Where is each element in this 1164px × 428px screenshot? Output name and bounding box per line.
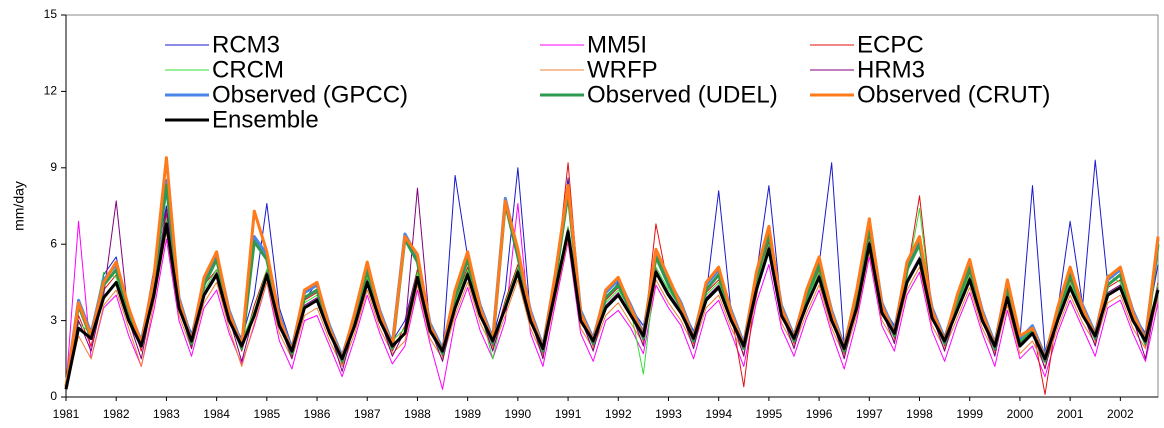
y-tick-label: 3 [50, 313, 57, 327]
series-line [64, 156, 1160, 388]
y-tick-label: 9 [50, 160, 57, 174]
x-tick-label: 1994 [705, 407, 732, 421]
x-tick-label: 1995 [756, 407, 783, 421]
legend-label: Observed (CRUT) [857, 81, 1050, 108]
x-tick-label: 1999 [956, 407, 983, 421]
x-tick-label: 1988 [404, 407, 431, 421]
legend-label: CRCM [212, 56, 284, 83]
legend-label: MM5I [587, 31, 647, 58]
legend-label: HRM3 [857, 56, 925, 83]
legend-label: Observed (UDEL) [587, 81, 778, 108]
legend-label: WRFP [587, 56, 658, 83]
x-tick-label: 1986 [304, 407, 331, 421]
x-tick-label: 2002 [1107, 407, 1134, 421]
x-tick-label: 1982 [103, 407, 130, 421]
y-tick-label: 15 [44, 7, 58, 21]
x-tick-label: 1983 [153, 407, 180, 421]
series-line [65, 208, 1159, 387]
y-tick-label: 12 [44, 84, 58, 98]
x-tick-label: 1996 [806, 407, 833, 421]
legend-label: RCM3 [212, 31, 280, 58]
x-tick-label: 1985 [253, 407, 280, 421]
x-tick-label: 1997 [856, 407, 883, 421]
y-axis-label: mm/day [11, 181, 27, 231]
x-tick-label: 1998 [906, 407, 933, 421]
legend-label: Observed (GPCC) [212, 81, 408, 108]
x-tick-label: 1987 [354, 407, 381, 421]
x-tick-label: 2000 [1007, 407, 1034, 421]
series-line [65, 162, 1159, 395]
series-line [64, 222, 1160, 390]
x-tick-label: 2001 [1057, 407, 1084, 421]
legend-label: Ensemble [212, 106, 319, 133]
y-tick-label: 0 [50, 389, 57, 403]
x-tick-label: 1984 [203, 407, 230, 421]
x-tick-label: 1990 [505, 407, 532, 421]
series-line [65, 228, 1159, 390]
x-tick-label: 1991 [555, 407, 582, 421]
legend-label: ECPC [857, 31, 924, 58]
x-tick-label: 1993 [655, 407, 682, 421]
x-tick-label: 1989 [454, 407, 481, 421]
x-tick-label: 1992 [605, 407, 632, 421]
x-tick-label: 1981 [53, 407, 80, 421]
y-tick-label: 6 [50, 236, 57, 250]
